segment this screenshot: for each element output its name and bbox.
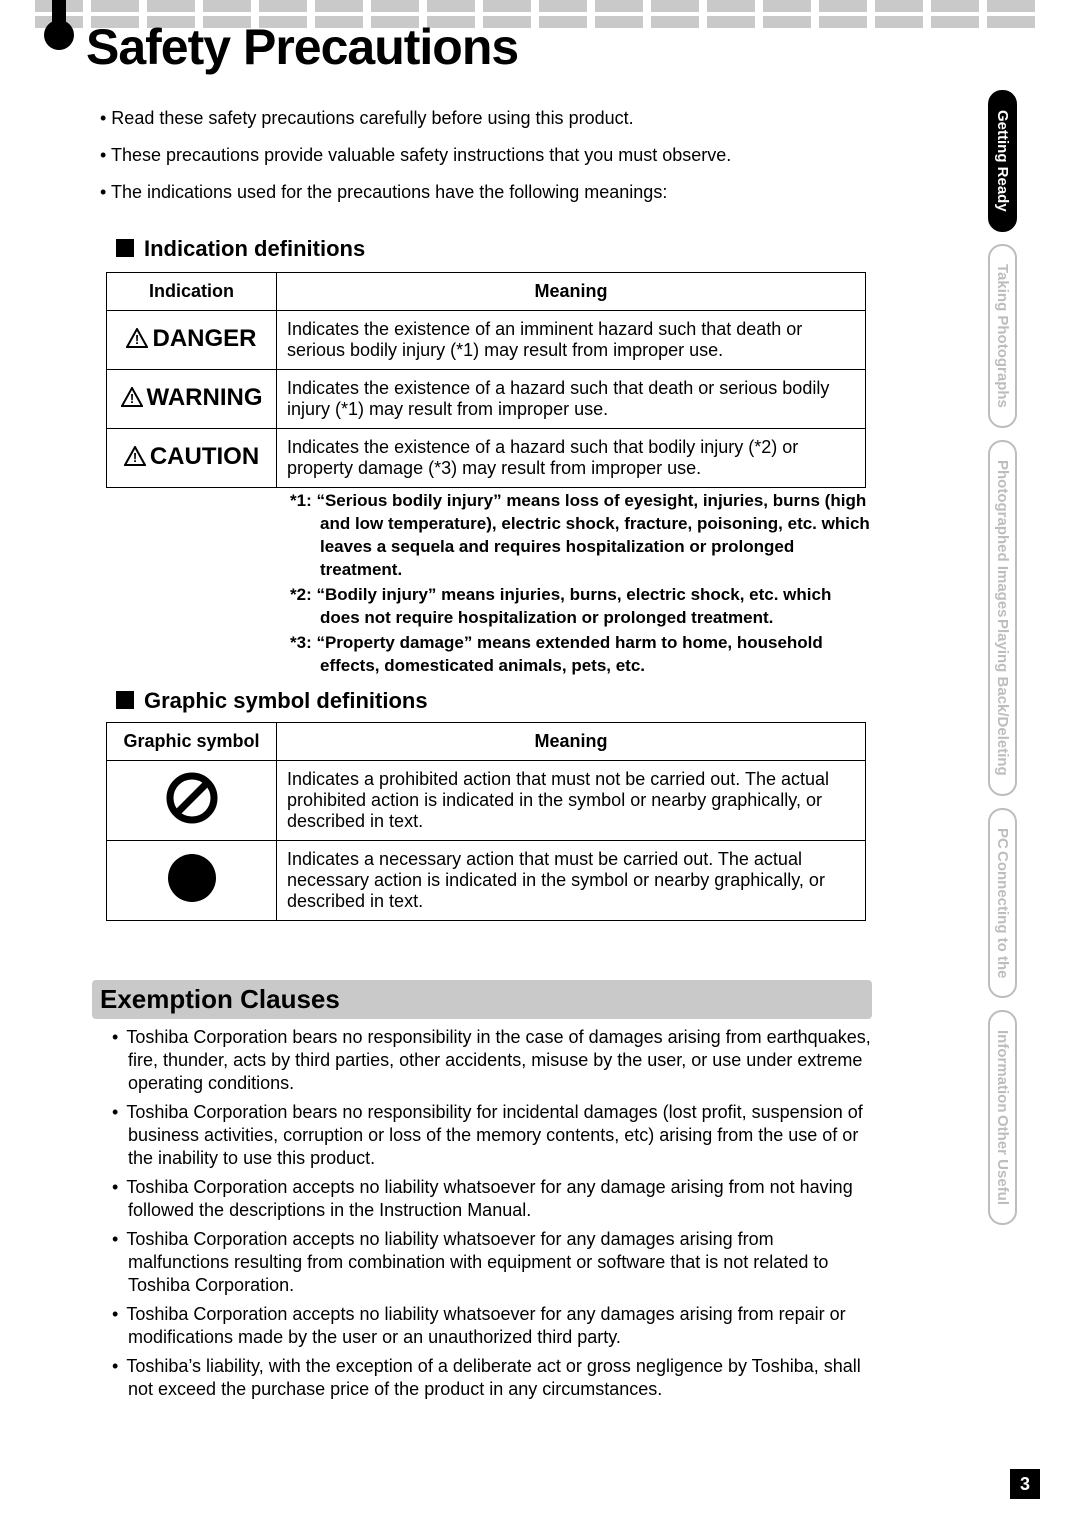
svg-text:!: !: [129, 391, 133, 406]
symbol-meaning: Indicates a prohibited action that must …: [277, 761, 866, 841]
svg-text:!: !: [133, 450, 137, 465]
tab-playing-back[interactable]: Photographed ImagesPlaying Back/Deleting: [988, 440, 1017, 796]
indication-meaning: Indicates the existence of a hazard such…: [277, 429, 866, 488]
exemption-heading: Exemption Clauses: [92, 980, 872, 1019]
title-bullet-icon: [44, 20, 74, 50]
table-header: Meaning: [277, 273, 866, 311]
table-row: ! CAUTION Indicates the existence of a ha…: [107, 429, 866, 488]
table-row: ! WARNING Indicates the existence of a ha…: [107, 370, 866, 429]
table-header: Meaning: [277, 723, 866, 761]
graphic-symbol-table: Graphic symbol Meaning Indicates a prohi…: [106, 722, 866, 921]
indication-meaning: Indicates the existence of a hazard such…: [277, 370, 866, 429]
list-item: Toshiba Corporation accepts no liability…: [112, 1303, 872, 1349]
intro-line: • Read these safety precautions carefull…: [100, 104, 840, 133]
tab-label: Playing Back/Deleting: [994, 619, 1011, 776]
page-title: Safety Precautions: [86, 18, 518, 76]
section-heading-indication: Indication definitions: [116, 236, 365, 262]
side-tabs: Getting Ready Taking Photographs Photogr…: [988, 90, 1050, 1237]
footnote: *2: “Bodily injury” means injuries, burn…: [290, 584, 870, 630]
tab-other-info[interactable]: Information Other Useful: [988, 1010, 1017, 1225]
svg-text:!: !: [135, 332, 139, 347]
tab-label: Information: [994, 1030, 1011, 1113]
page-number: 3: [1010, 1469, 1040, 1499]
tab-taking-photographs[interactable]: Taking Photographs: [988, 244, 1017, 428]
list-item: Toshiba Corporation accepts no liability…: [112, 1176, 872, 1222]
footnote: *1: “Serious bodily injury” means loss o…: [290, 490, 870, 582]
indication-label: DANGER: [152, 325, 256, 352]
section-heading-text: Indication definitions: [144, 236, 365, 261]
table-header: Graphic symbol: [107, 723, 277, 761]
tab-getting-ready[interactable]: Getting Ready: [988, 90, 1017, 232]
list-item: Toshiba Corporation bears no responsibil…: [112, 1101, 872, 1170]
list-item: Toshiba’s liability, with the exception …: [112, 1355, 872, 1401]
section-heading-text: Graphic symbol definitions: [144, 688, 428, 713]
prohibit-icon: [164, 770, 220, 831]
warning-triangle-icon: !: [124, 445, 146, 473]
indication-meaning: Indicates the existence of an imminent h…: [277, 311, 866, 370]
warning-triangle-icon: !: [121, 386, 143, 414]
tab-label: Photographed Images: [994, 460, 1011, 618]
table-header: Indication: [107, 273, 277, 311]
tab-connecting-pc[interactable]: PC Connecting to the: [988, 808, 1017, 998]
intro-line: • The indications used for the precautio…: [100, 178, 840, 207]
intro-block: • Read these safety precautions carefull…: [100, 104, 840, 214]
tab-label: Taking Photographs: [994, 264, 1011, 408]
exemption-list: Toshiba Corporation bears no responsibil…: [112, 1026, 872, 1407]
table-row: Indicates a prohibited action that must …: [107, 761, 866, 841]
footnote: *3: “Property damage” means extended har…: [290, 632, 870, 678]
warning-triangle-icon: !: [126, 327, 148, 355]
table-row: Indicates a necessary action that must b…: [107, 841, 866, 921]
tab-label: PC: [994, 828, 1011, 849]
indication-label: CAUTION: [150, 443, 259, 470]
symbol-meaning: Indicates a necessary action that must b…: [277, 841, 866, 921]
mandatory-icon: [164, 850, 220, 911]
indication-label: WARNING: [147, 384, 263, 411]
list-item: Toshiba Corporation accepts no liability…: [112, 1228, 872, 1297]
tab-label: Other Useful: [994, 1115, 1011, 1205]
list-item: Toshiba Corporation bears no responsibil…: [112, 1026, 872, 1095]
indication-table: Indication Meaning ! DANGER Indicates the…: [106, 272, 866, 488]
intro-line: • These precautions provide valuable saf…: [100, 141, 840, 170]
table-row: ! DANGER Indicates the existence of an im…: [107, 311, 866, 370]
tab-label: Connecting to the: [994, 851, 1011, 979]
tab-label: Getting Ready: [994, 110, 1011, 212]
footnotes: *1: “Serious bodily injury” means loss o…: [290, 490, 870, 680]
section-heading-graphic: Graphic symbol definitions: [116, 688, 428, 714]
